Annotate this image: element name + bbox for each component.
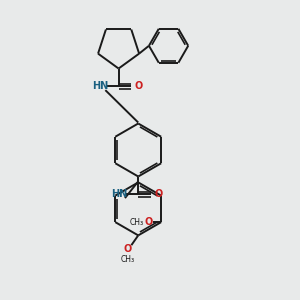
Text: CH₃: CH₃ xyxy=(130,218,144,226)
Text: HN: HN xyxy=(111,189,128,199)
Text: O: O xyxy=(144,217,152,227)
Text: O: O xyxy=(135,81,143,91)
Text: CH₃: CH₃ xyxy=(120,255,134,264)
Text: HN: HN xyxy=(92,81,108,91)
Text: O: O xyxy=(154,189,163,199)
Text: O: O xyxy=(123,244,132,254)
